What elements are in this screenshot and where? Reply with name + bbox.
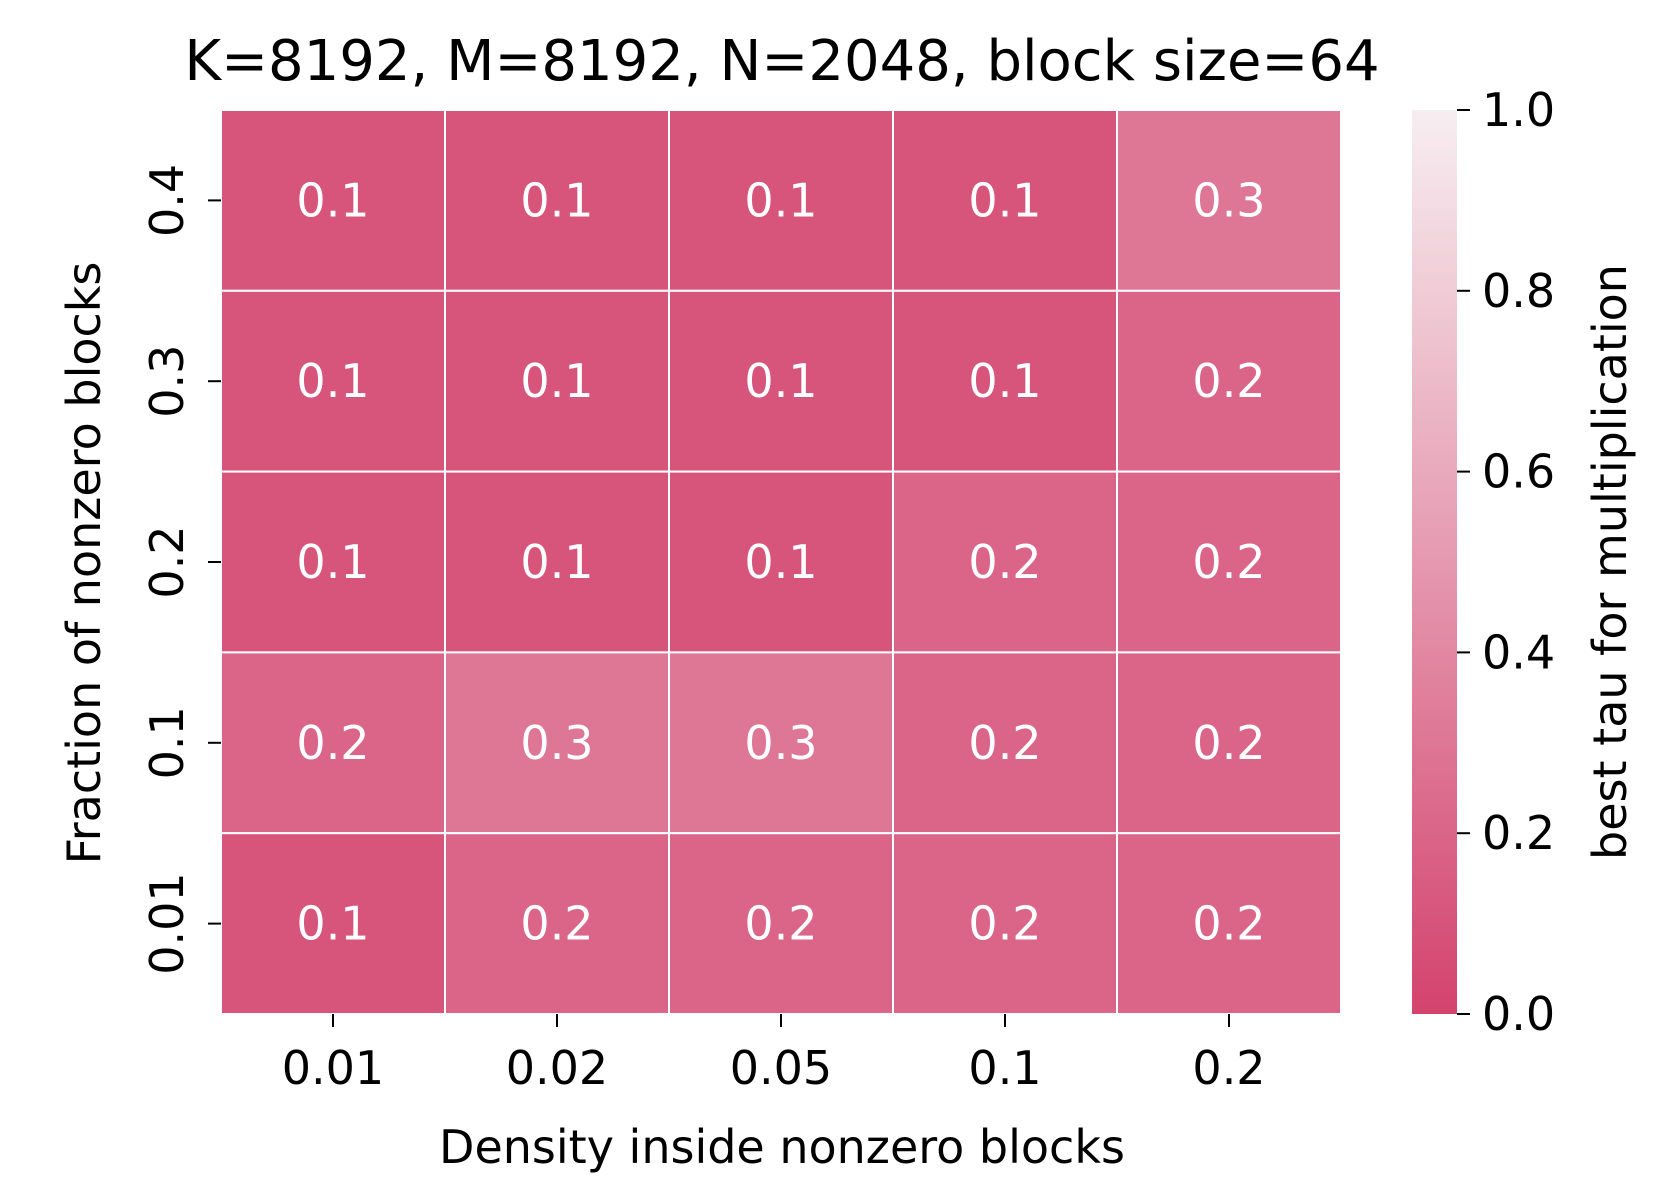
cell-value-label: 0.2 xyxy=(520,897,593,951)
cell-value-label: 0.2 xyxy=(1192,897,1265,951)
cell-value-label: 0.1 xyxy=(520,173,593,227)
colorbar-tick-label: 0.0 xyxy=(1482,987,1555,1041)
cell-value-label: 0.3 xyxy=(1192,173,1265,227)
cell-value-label: 0.1 xyxy=(968,354,1041,408)
chart-title: K=8192, M=8192, N=2048, block size=64 xyxy=(184,29,1379,94)
cell-value-label: 0.1 xyxy=(744,535,817,589)
x-axis-ticks: 0.01 0.02 0.05 0.1 0.2 xyxy=(282,1014,1266,1095)
cell-value-label: 0.2 xyxy=(296,716,369,770)
y-axis-ticks: 0.4 0.3 0.2 0.1 0.01 xyxy=(140,164,221,975)
y-axis-label: Fraction of nonzero blocks xyxy=(57,262,111,865)
y-tick-label: 0.1 xyxy=(140,706,194,779)
heatmap-cell xyxy=(444,109,670,292)
cell-value-label: 0.1 xyxy=(968,173,1041,227)
cell-value-label: 0.2 xyxy=(1192,716,1265,770)
y-tick-label: 0.2 xyxy=(140,525,194,598)
heatmap-cell xyxy=(1116,651,1342,835)
heatmap-cell xyxy=(1116,109,1342,292)
colorbar-tick-label: 0.6 xyxy=(1482,445,1555,499)
heatmap-cell xyxy=(1116,470,1342,654)
cell-value-label: 0.2 xyxy=(1192,354,1265,408)
heatmap-cell xyxy=(892,470,1118,654)
y-tick-label: 0.3 xyxy=(140,345,194,418)
x-tick-label: 0.02 xyxy=(506,1041,608,1095)
heatmap-cells: 0.1 0.1 0.1 0.1 0.3 0.1 0.1 0.1 0.1 0.2 0.1 0.1 0.1 0… xyxy=(220,109,1342,1016)
colorbar-label: best tau for multiplication xyxy=(1583,264,1637,860)
heatmap-cell xyxy=(220,832,446,1016)
cell-value-label: 0.1 xyxy=(296,354,369,408)
colorbar-tick-label: 0.4 xyxy=(1482,625,1555,679)
cell-value-label: 0.1 xyxy=(296,173,369,227)
colorbar xyxy=(1412,110,1457,1014)
colorbar-tick-label: 1.0 xyxy=(1482,83,1555,137)
heatmap-cell xyxy=(444,651,670,835)
cell-value-label: 0.2 xyxy=(1192,535,1265,589)
colorbar-tick-label: 0.2 xyxy=(1482,806,1555,860)
y-tick-label: 0.4 xyxy=(140,164,194,237)
heatmap-cell xyxy=(668,832,894,1016)
heatmap-cell xyxy=(668,470,894,654)
heatmap-cell xyxy=(668,651,894,835)
cell-value-label: 0.3 xyxy=(744,716,817,770)
heatmap-cell xyxy=(444,832,670,1016)
cell-value-label: 0.3 xyxy=(520,716,593,770)
cell-value-label: 0.2 xyxy=(968,535,1041,589)
heatmap-cell xyxy=(1116,289,1342,473)
heatmap-cell xyxy=(220,289,446,473)
cell-value-label: 0.2 xyxy=(968,716,1041,770)
cell-value-label: 0.1 xyxy=(744,173,817,227)
heatmap-cell xyxy=(668,109,894,292)
x-tick-label: 0.2 xyxy=(1192,1041,1265,1095)
cell-value-label: 0.1 xyxy=(296,897,369,951)
colorbar-tick-label: 0.8 xyxy=(1482,264,1555,318)
x-tick-label: 0.1 xyxy=(968,1041,1041,1095)
heatmap-cell xyxy=(892,651,1118,835)
cell-value-label: 0.1 xyxy=(296,535,369,589)
x-axis-label: Density inside nonzero blocks xyxy=(439,1120,1125,1174)
cell-value-label: 0.1 xyxy=(520,535,593,589)
heatmap-cell xyxy=(444,470,670,654)
x-tick-label: 0.05 xyxy=(730,1041,832,1095)
cell-value-label: 0.2 xyxy=(744,897,817,951)
cell-value-label: 0.1 xyxy=(520,354,593,408)
heatmap-cell xyxy=(668,289,894,473)
cell-value-label: 0.2 xyxy=(968,897,1041,951)
cell-value-label: 0.1 xyxy=(744,354,817,408)
heatmap-cell xyxy=(220,109,446,292)
heatmap-cell xyxy=(1116,832,1342,1016)
y-tick-label: 0.01 xyxy=(140,872,194,974)
heatmap-cell xyxy=(892,109,1118,292)
x-tick-label: 0.01 xyxy=(282,1041,384,1095)
colorbar-ticks: 0.0 0.2 0.4 0.6 0.8 1.0 xyxy=(1457,83,1555,1041)
